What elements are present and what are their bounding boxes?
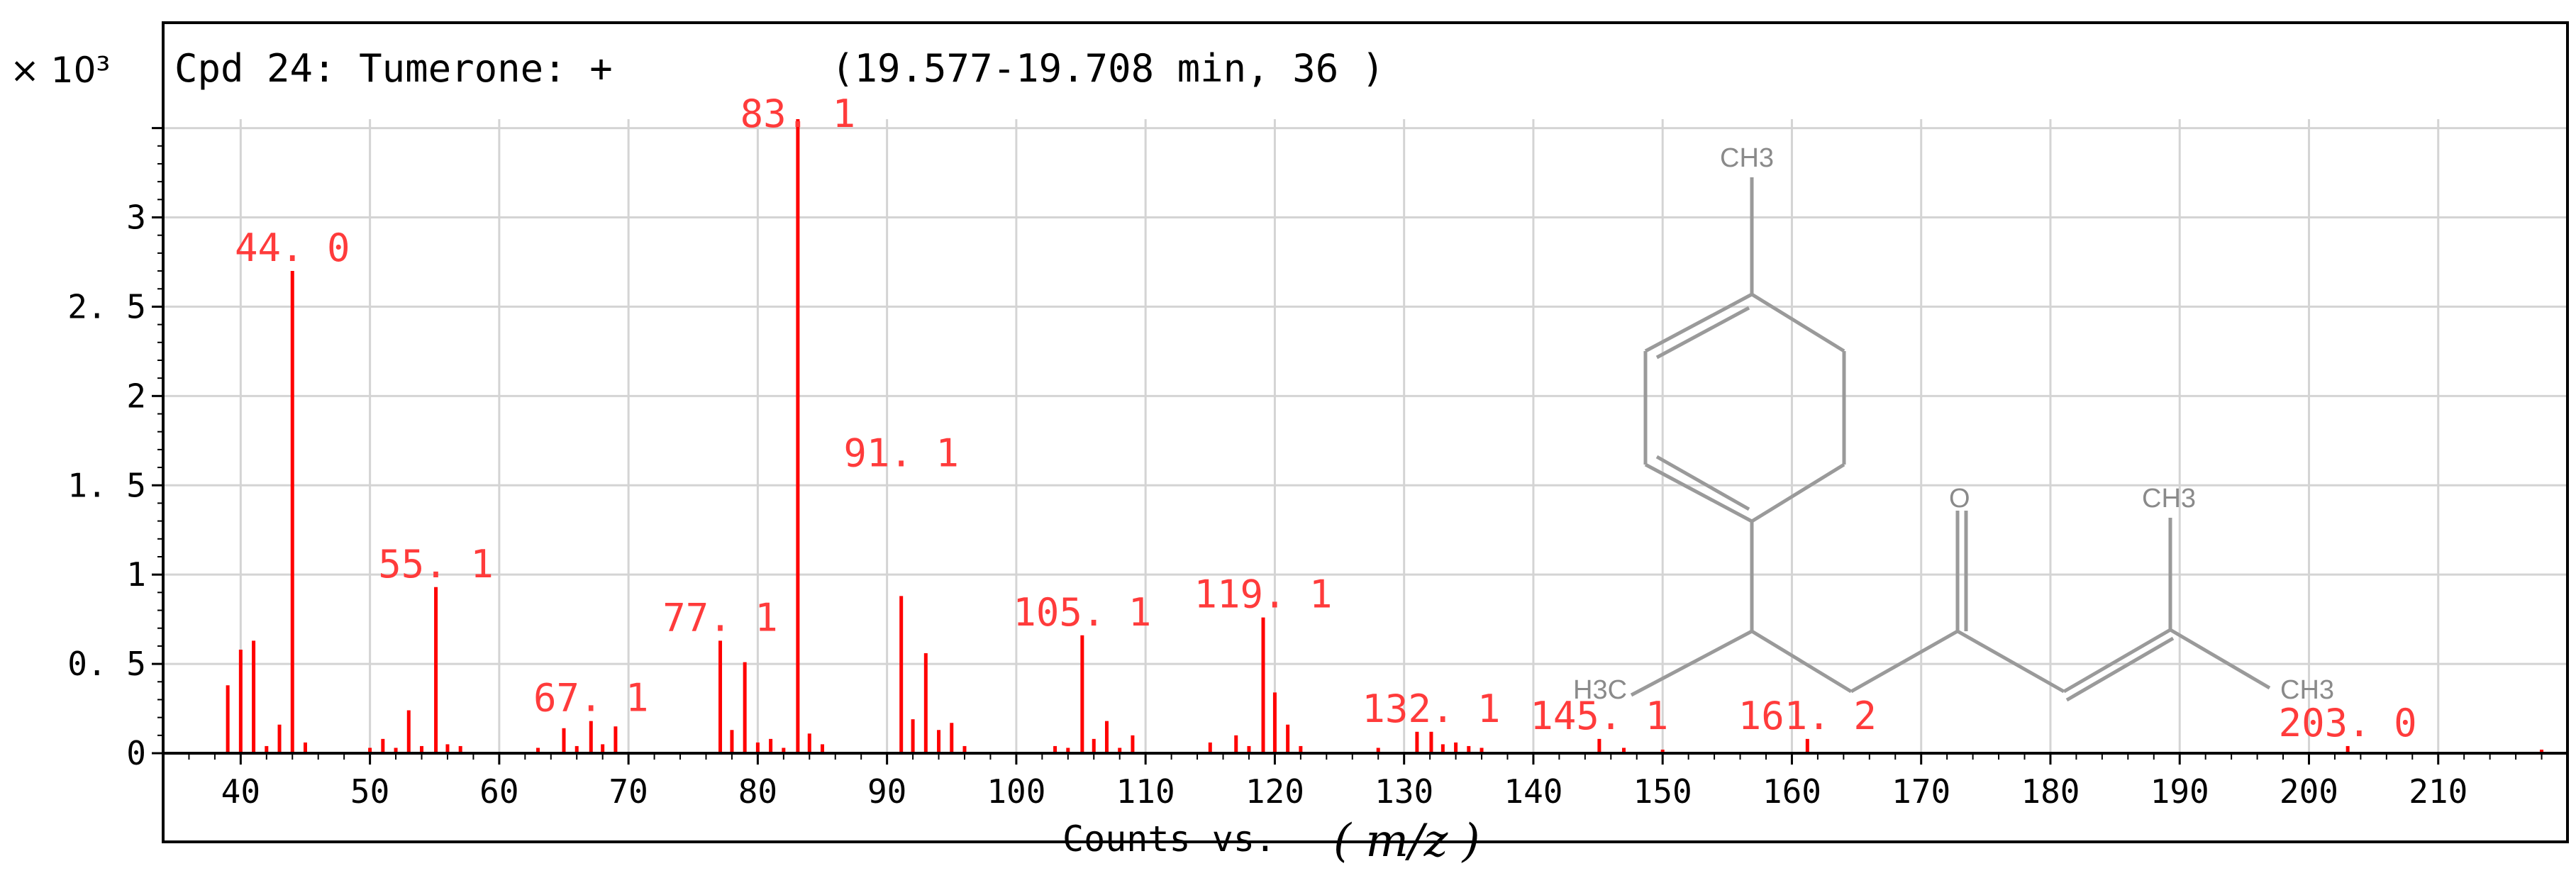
x-axis-label-unit: ( m/z )	[1333, 815, 1480, 867]
y-tick-label: 1	[126, 555, 146, 594]
atom-label: O	[1949, 484, 1970, 513]
axes: 40 50 60 70 80 90 100 110 120 130 140 150 160 170 180 1…	[67, 127, 2567, 811]
atom-label: CH3	[2142, 484, 2196, 513]
peak-label: 161. 2	[1738, 694, 1877, 738]
structure-bond	[1750, 629, 1853, 694]
structure-double-bond	[1655, 306, 1750, 360]
x-tick-label: 120	[1245, 772, 1304, 811]
x-tick-label: 60	[479, 772, 518, 811]
structure-double-bond	[2065, 636, 2175, 702]
structure-atom-labels: CH3 O CH3 H3C CH3	[1573, 143, 2334, 705]
structure-bond	[1644, 462, 1753, 523]
peak-label: 55. 1	[378, 542, 494, 587]
x-tick-label: 100	[987, 772, 1045, 811]
atom-label: H3C	[1573, 675, 1627, 705]
x-tick-label: 110	[1116, 772, 1175, 811]
x-axis-label-prefix: Counts vs.	[1062, 818, 1276, 860]
structure-bond	[1750, 292, 1845, 353]
peak-label: 83. 1	[740, 91, 856, 136]
x-tick-label: 140	[1504, 772, 1562, 811]
structure-bond	[1850, 629, 1959, 694]
structure-bond	[1750, 462, 1845, 523]
x-tick-label: 50	[350, 772, 389, 811]
x-tick-label: 90	[867, 772, 906, 811]
peak-label: 119. 1	[1194, 572, 1332, 617]
structure-double-bond	[2063, 628, 2172, 694]
grid-lines	[163, 119, 2567, 755]
x-tick-label: 150	[1633, 772, 1692, 811]
x-tick-label: 210	[2409, 772, 2467, 811]
peak-label: 44. 0	[235, 226, 350, 270]
y-tick-label: 3	[126, 199, 146, 237]
x-tick-label: 190	[2150, 772, 2209, 811]
chart-subtitle: (19.577-19.708 min, 36 )	[831, 46, 1384, 91]
y-tick-label: 0. 5	[67, 645, 146, 683]
y-tick-label: 2. 5	[67, 287, 146, 326]
x-tick-label: 200	[2280, 772, 2338, 811]
x-tick-label: 130	[1375, 772, 1433, 811]
x-tick-label: 40	[221, 772, 260, 811]
x-tick-label: 170	[1892, 772, 1950, 811]
x-tick-label: 80	[738, 772, 777, 811]
structure-bond	[1956, 629, 2065, 694]
peak-label: 67. 1	[533, 676, 649, 721]
structure-double-bond	[1655, 455, 1750, 511]
peak-label: 132. 1	[1362, 687, 1500, 731]
y-tick-label: 0	[126, 734, 146, 772]
atom-label: CH3	[2280, 675, 2334, 705]
peak-label: 105. 1	[1013, 590, 1151, 635]
structure-bond	[2169, 628, 2271, 690]
peak-label: 91. 1	[843, 431, 959, 476]
peak-label: 145. 1	[1530, 694, 1668, 738]
peak-label: 77. 1	[662, 595, 778, 640]
y-tick-label: 1. 5	[67, 466, 146, 504]
structure-bond	[1630, 629, 1753, 697]
x-tick-label: 70	[609, 772, 648, 811]
structure-bond	[1644, 292, 1753, 353]
y-multiplier-label: × 10³	[10, 50, 110, 91]
peak-labels: 44. 0 55. 1 67. 1 77. 1 83. 1 91. 1 105. 1 119.…	[235, 91, 2417, 745]
x-tick-label: 160	[1762, 772, 1821, 811]
peak-bars	[226, 119, 2544, 753]
x-tick-label: 180	[2021, 772, 2080, 811]
peak-label: 203. 0	[2279, 701, 2417, 745]
y-tick-label: 2	[126, 377, 146, 415]
chart-title: Cpd 24: Tumerone: +	[174, 46, 613, 91]
plot-frame	[162, 21, 2569, 843]
tumerone-structure-drawing	[1630, 177, 2271, 702]
atom-label: CH3	[1720, 143, 1774, 173]
